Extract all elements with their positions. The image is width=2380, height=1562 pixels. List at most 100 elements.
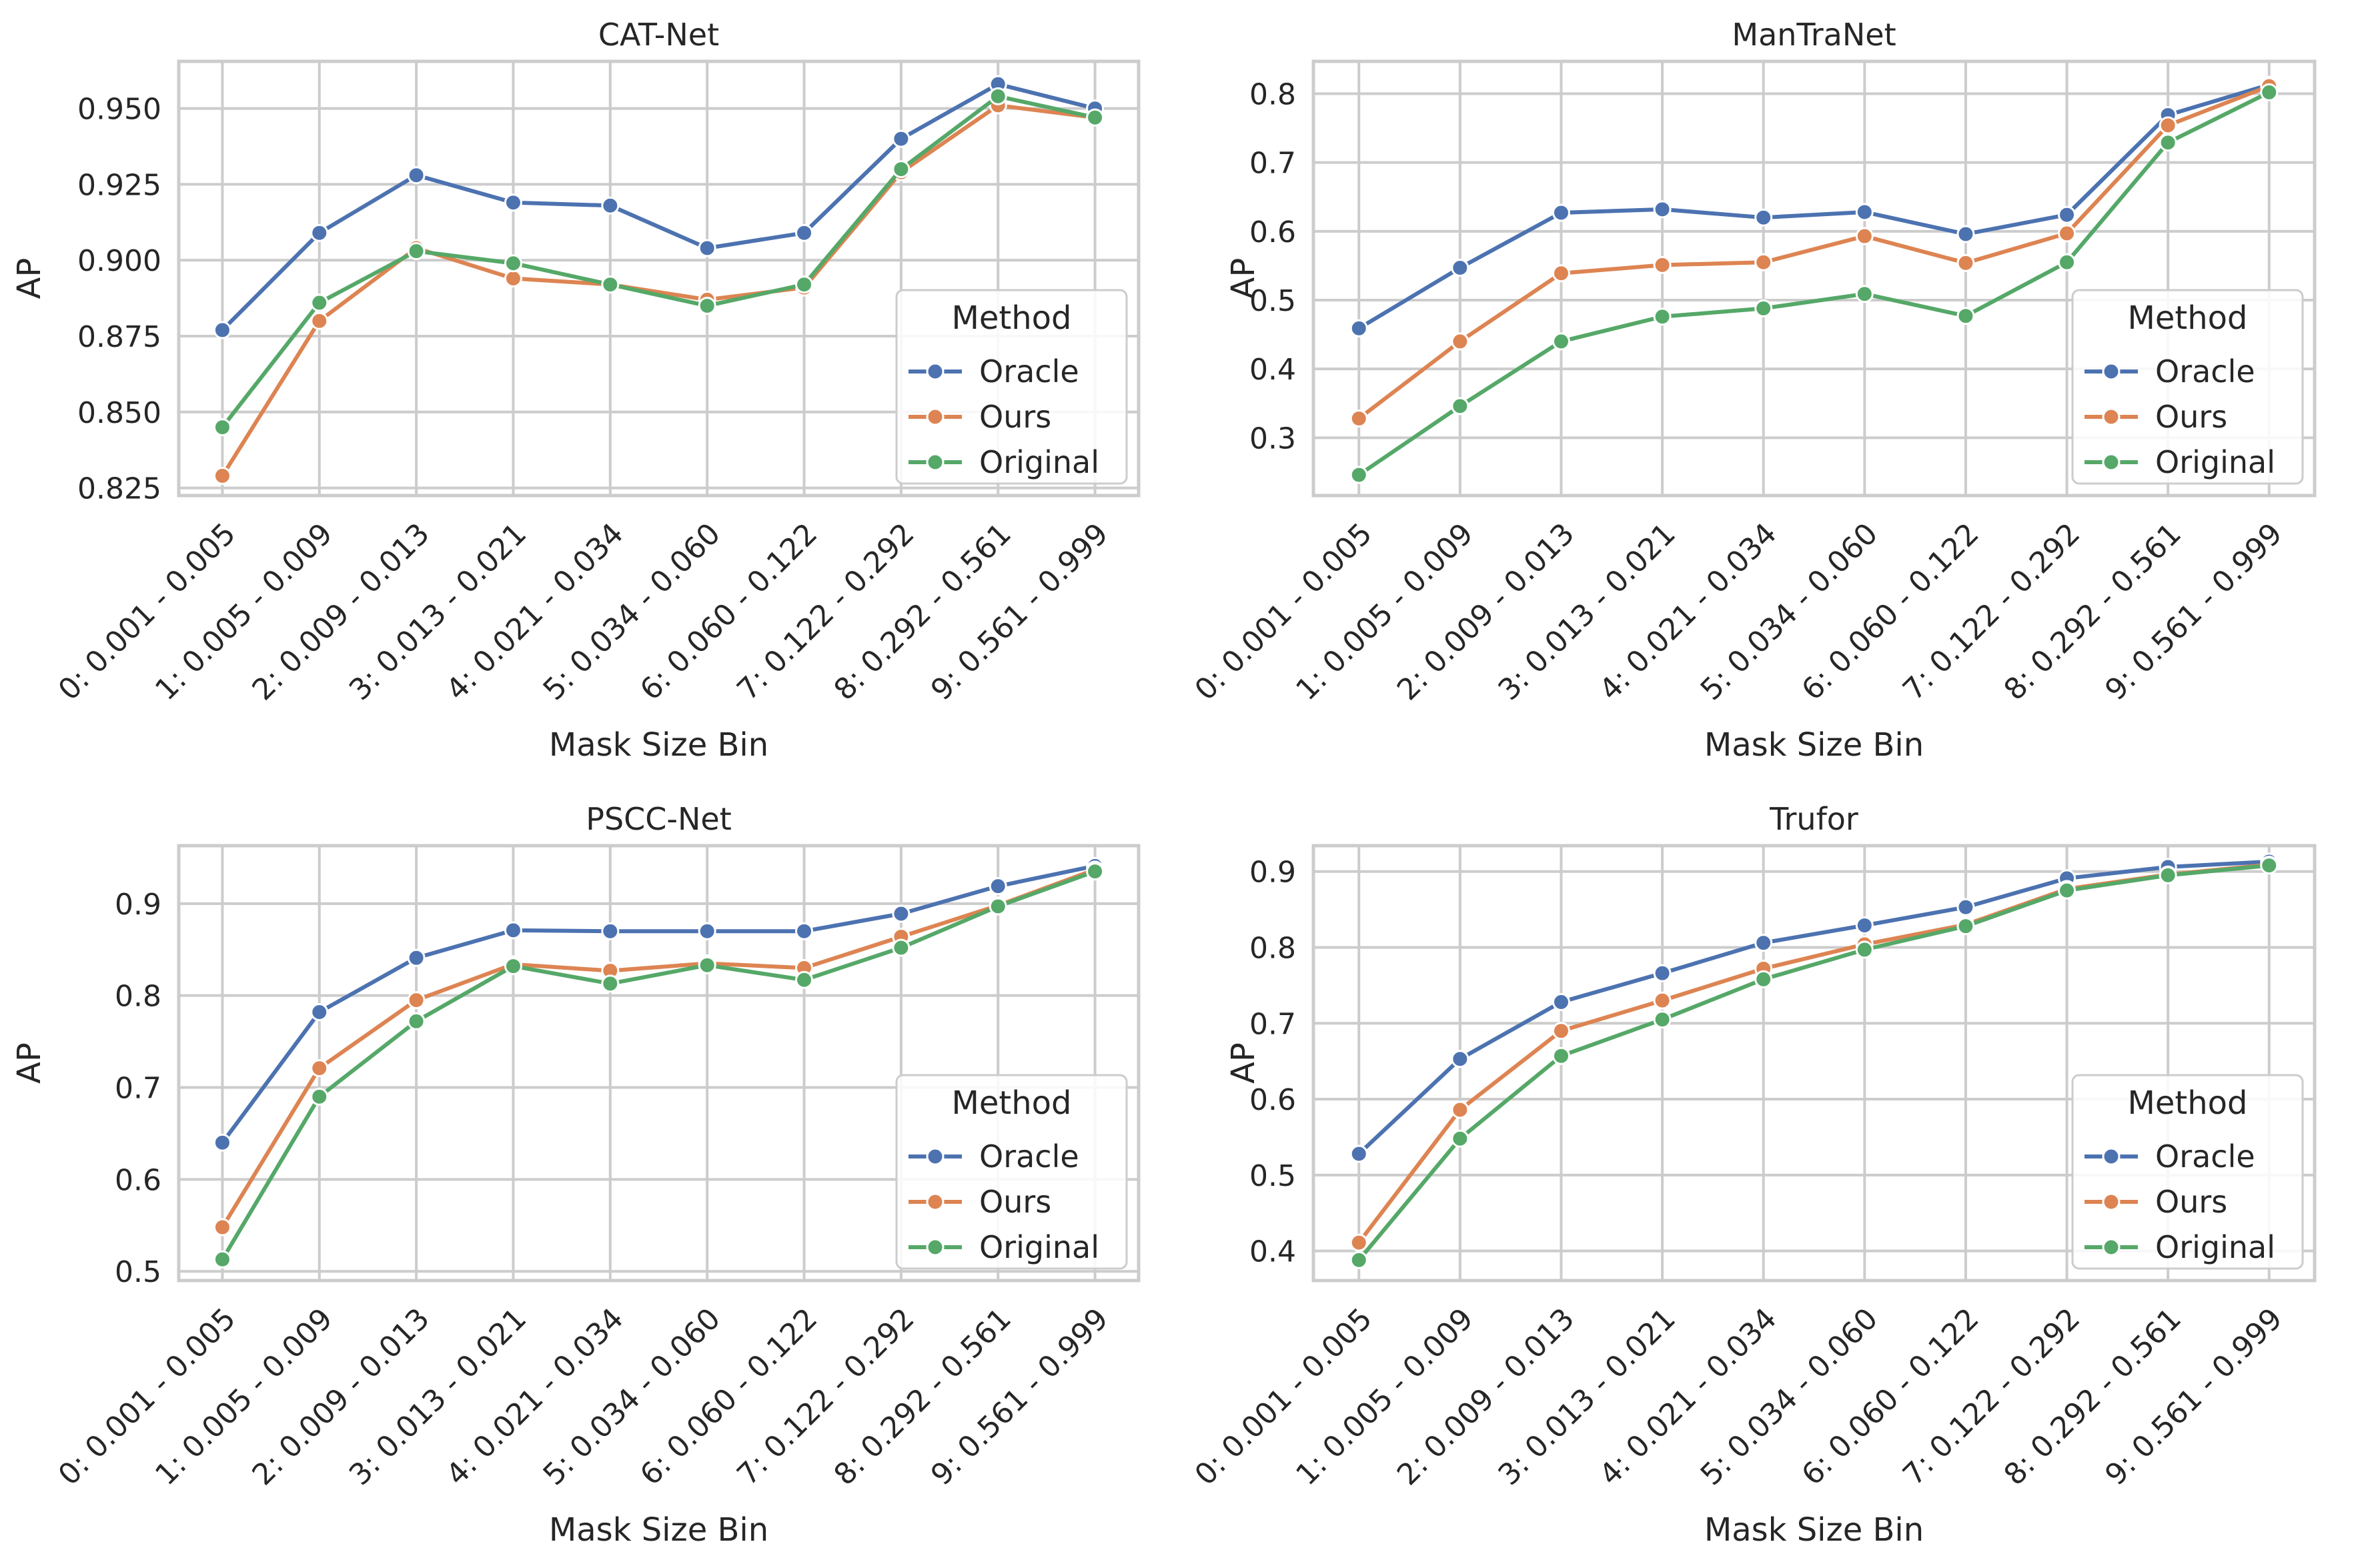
legend-swatch-marker (2102, 1147, 2121, 1166)
data-point (213, 1250, 231, 1269)
data-point (1653, 964, 1672, 982)
y-tick-label: 0.9 (1249, 856, 1296, 890)
x-tick-label: 5: 0.034 - 0.060 (537, 1302, 727, 1492)
data-point (504, 957, 522, 976)
x-tick-label: 1: 0.005 - 0.009 (149, 517, 339, 707)
legend-entry-label: Ours (2155, 399, 2227, 435)
series-line-oracle (221, 864, 1096, 1144)
series-line-original (1357, 90, 2271, 477)
y-tick-label: 0.5 (1249, 284, 1296, 318)
x-tick-label: 8: 0.292 - 0.561 (1998, 1302, 2188, 1492)
chart-panel-1: CAT-Net 0.825 0.850 0.875 0.900 0.925 0.950 AP 0… (11, 17, 1141, 764)
legend-swatch-marker (926, 1238, 945, 1257)
x-tick-label: 5: 0.034 - 0.060 (537, 517, 727, 707)
y-tick-label: 0.4 (1249, 353, 1296, 387)
data-point (1855, 227, 1874, 245)
legend-swatch-marker (2102, 1193, 2121, 1211)
legend-entry-label: Oracle (979, 353, 1079, 389)
x-tick-label: 7: 0.122 - 0.292 (1896, 1302, 2087, 1492)
chart-title: CAT-Net (598, 17, 719, 53)
series-original (213, 87, 1105, 437)
legend-title: Method (951, 1084, 1071, 1122)
legend-box (2071, 1074, 2304, 1270)
legend-entry-label: Original (979, 1229, 1099, 1265)
data-point (1451, 1129, 1469, 1148)
x-tick-label: 4: 0.021 - 0.034 (440, 1302, 630, 1492)
data-point (310, 311, 329, 330)
y-tick-label: 0.9 (115, 888, 161, 922)
data-point (601, 974, 620, 993)
data-point (698, 956, 716, 974)
data-point (1451, 332, 1469, 351)
legend-entry-label: Original (2155, 1229, 2275, 1265)
series-line-original (221, 94, 1096, 429)
data-point (1451, 1050, 1469, 1068)
legend-entry-label: Original (979, 444, 1099, 480)
data-point (504, 921, 522, 940)
data-point (1349, 409, 1368, 428)
legend-box (2071, 289, 2304, 485)
x-tick-label: 4: 0.021 - 0.034 (1593, 517, 1783, 707)
data-point (1855, 285, 1874, 303)
y-tick-label: 0.3 (1249, 422, 1296, 456)
data-point (310, 1059, 329, 1078)
x-tick-label: 9: 0.561 - 0.999 (925, 1302, 1115, 1492)
data-point (2159, 133, 2177, 152)
data-point (989, 87, 1007, 105)
plot-frame (177, 59, 1141, 498)
x-tick-label: 0: 0.001 - 0.005 (1189, 517, 1379, 707)
x-axis-label: Mask Size Bin (549, 1511, 768, 1549)
y-tick-label: 0.8 (1249, 931, 1296, 965)
data-point (892, 904, 911, 923)
x-axis-label: Mask Size Bin (1704, 1511, 1924, 1549)
series-oracle (1349, 75, 2279, 337)
data-point (310, 1087, 329, 1106)
data-point (1956, 917, 1975, 936)
x-tick-label: 1: 0.005 - 0.009 (1289, 1302, 1479, 1492)
data-point (1956, 225, 1975, 243)
data-point (2058, 205, 2076, 224)
data-point (892, 938, 911, 957)
x-tick-label: 6: 0.060 - 0.122 (1795, 1302, 1985, 1492)
y-tick-label: 0.875 (77, 320, 161, 354)
plot-frame (1311, 59, 2317, 498)
y-axis-label: AP (1225, 1042, 1262, 1084)
data-point (407, 166, 426, 185)
series-original (1349, 83, 2279, 484)
data-point (1552, 332, 1570, 351)
chart-panel-3: PSCC-Net 0.5 0.6 0.7 0.8 0.9 AP 0: 0.001 - 0.00… (11, 801, 1141, 1549)
x-tick-label: 7: 0.122 - 0.292 (1896, 517, 2087, 707)
x-tick-label: 7: 0.122 - 0.292 (730, 1302, 921, 1492)
data-point (1349, 1144, 1368, 1163)
x-tick-label: 9: 0.561 - 0.999 (2099, 1302, 2289, 1492)
x-tick-label: 3: 0.013 - 0.021 (343, 1302, 533, 1492)
data-point (1855, 916, 1874, 934)
data-point (1451, 259, 1469, 277)
data-point (504, 193, 522, 212)
x-tick-label: 1: 0.005 - 0.009 (1289, 517, 1479, 707)
x-tick-label: 0: 0.001 - 0.005 (52, 517, 242, 707)
x-tick-label: 6: 0.060 - 0.122 (634, 1302, 824, 1492)
data-point (213, 1218, 231, 1237)
data-point (213, 321, 231, 339)
y-tick-label: 0.8 (1249, 77, 1296, 111)
data-point (2058, 253, 2076, 271)
data-point (1451, 1100, 1469, 1119)
x-tick-label: 6: 0.060 - 0.122 (634, 517, 824, 707)
data-point (989, 877, 1007, 896)
x-tick-label: 3: 0.013 - 0.021 (343, 517, 533, 707)
data-point (892, 160, 911, 179)
data-point (504, 269, 522, 287)
chart-title: ManTraNet (1732, 17, 1896, 53)
data-point (698, 296, 716, 315)
series-original (213, 862, 1105, 1269)
legend-entry-label: Oracle (2155, 353, 2255, 389)
legend-entry-label: Ours (979, 1184, 1051, 1220)
x-tick-label: 4: 0.021 - 0.034 (1593, 1302, 1783, 1492)
legend-swatch-marker (2102, 453, 2121, 472)
data-point (795, 223, 814, 242)
legend-box (895, 1074, 1128, 1270)
x-tick-label: 7: 0.122 - 0.292 (730, 517, 921, 707)
x-tick-label: 3: 0.013 - 0.021 (1492, 517, 1682, 707)
